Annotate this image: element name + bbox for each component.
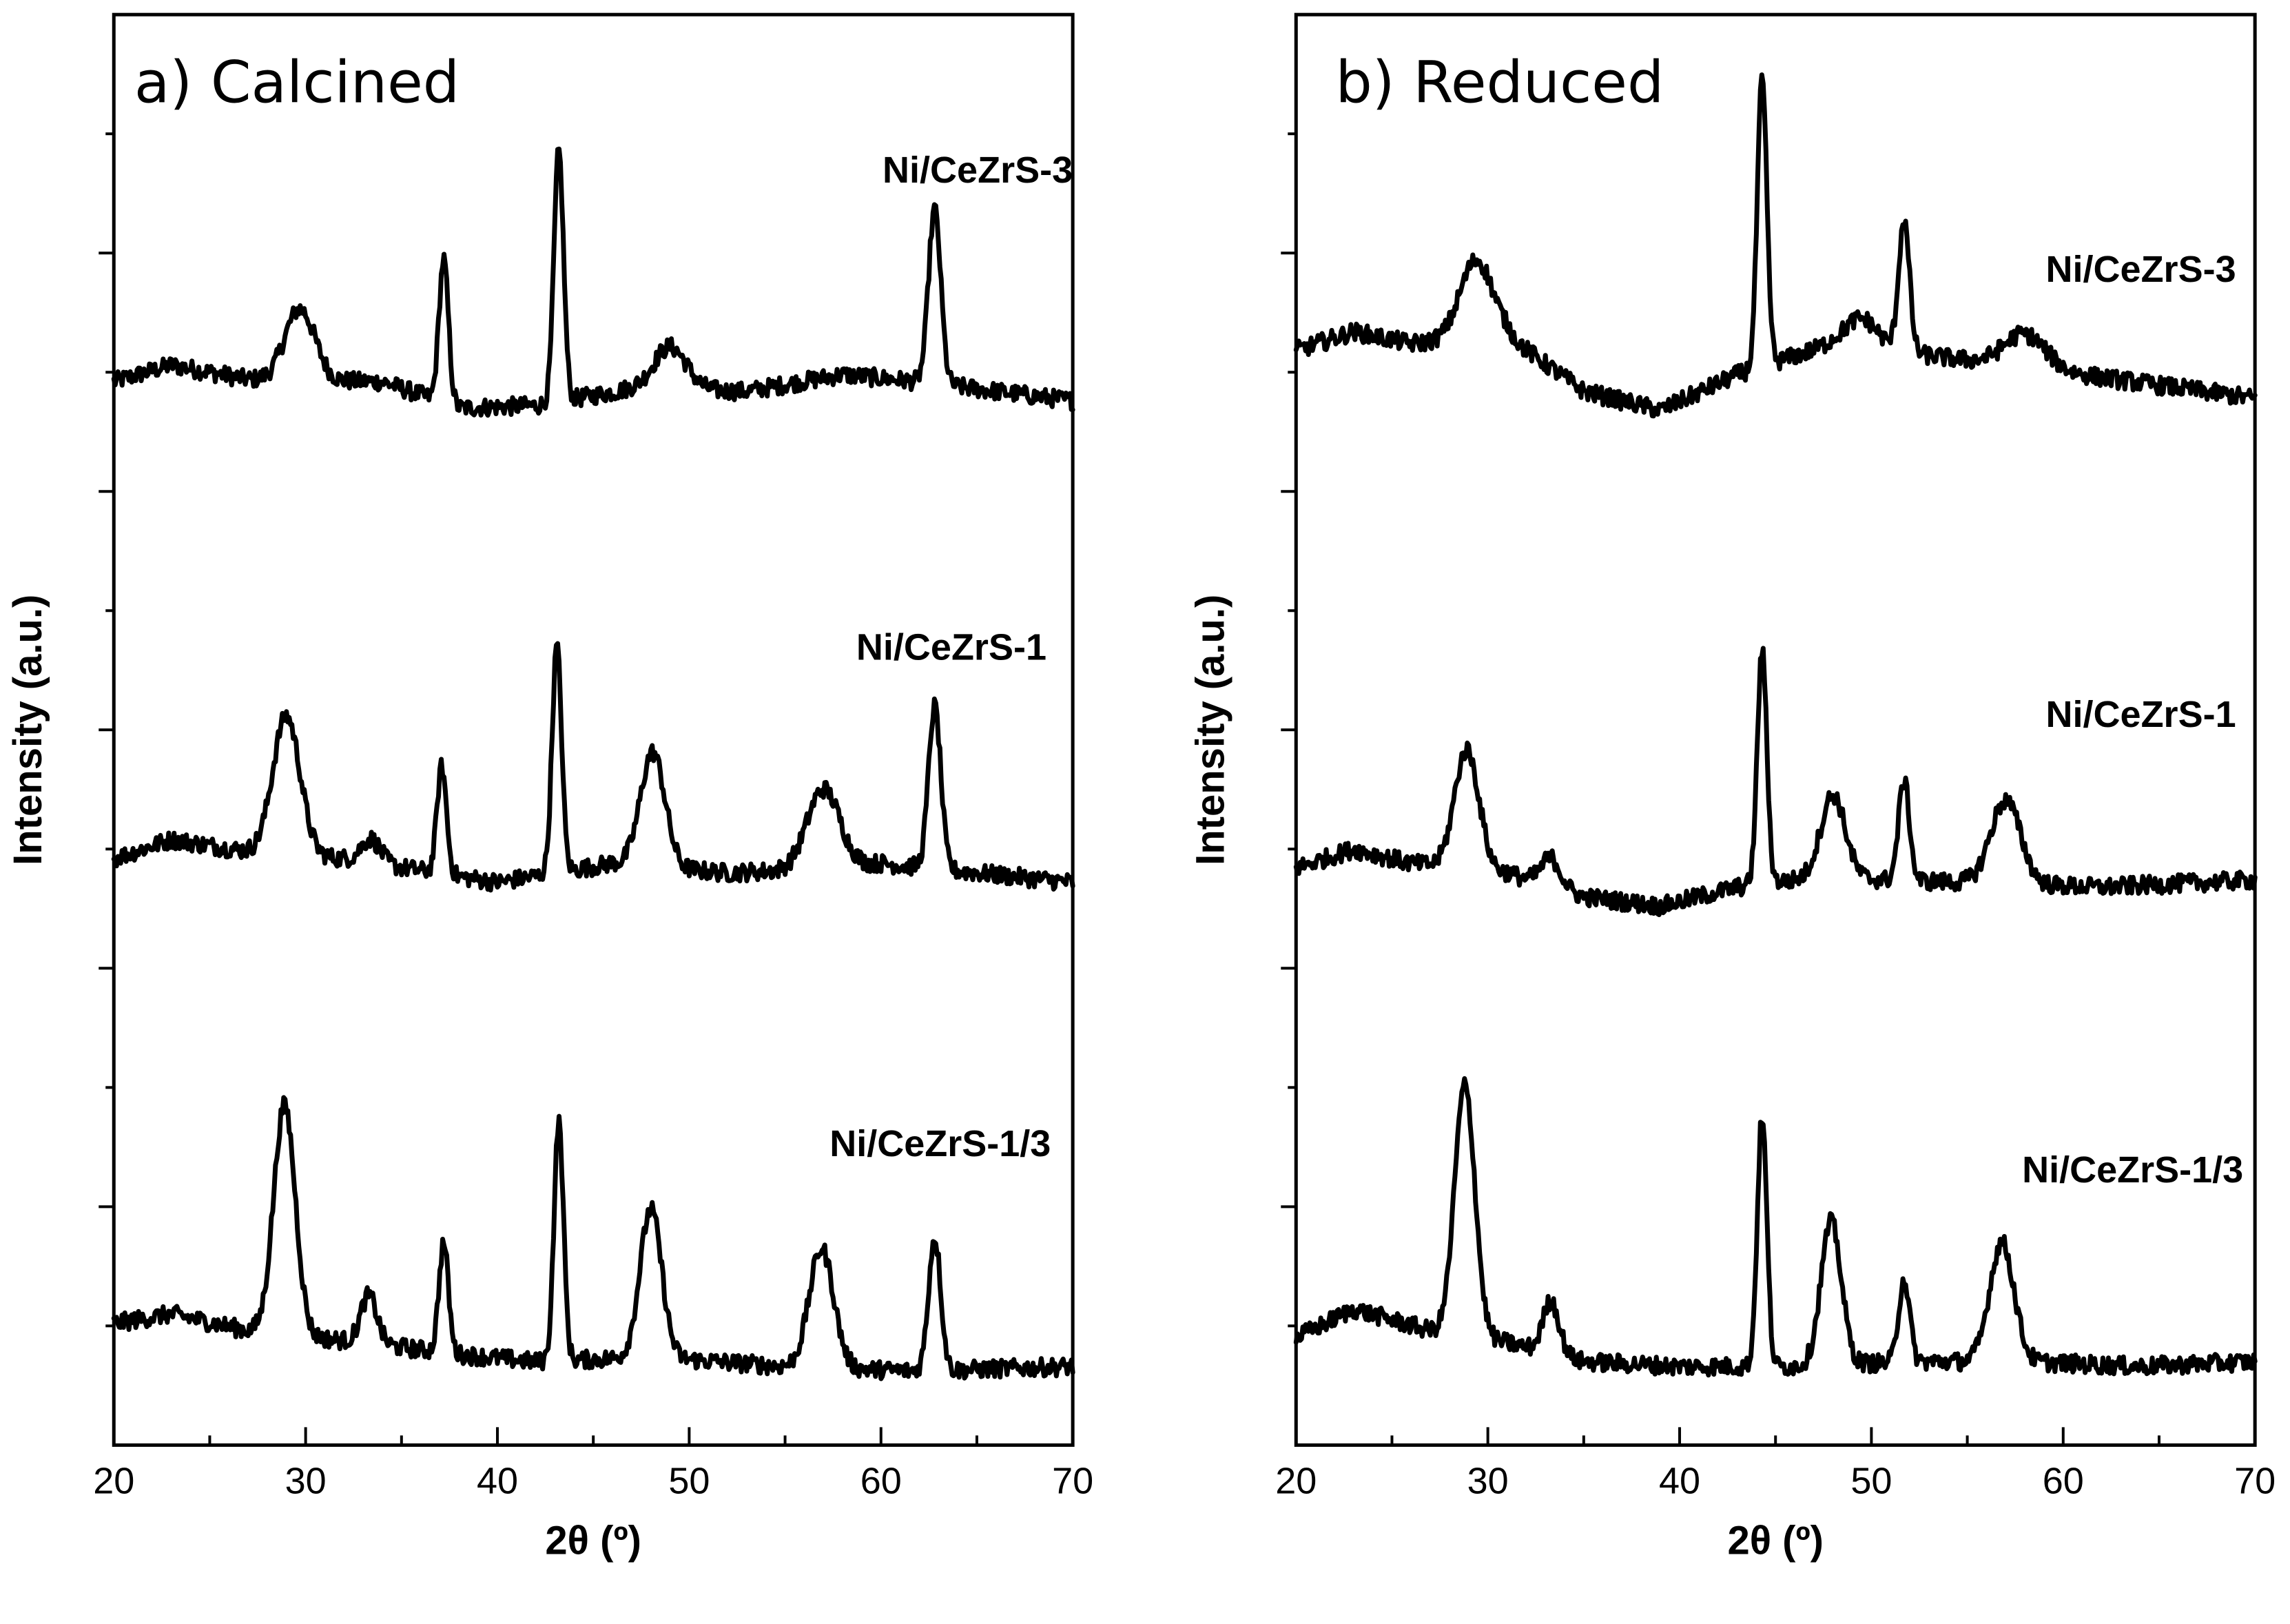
panel-reduced: 20 30 40 50 60 70 b) Reduced 2θ (º) Intensity… <box>1188 12 2276 1563</box>
x-axis-ticks: 20 30 40 50 60 70 <box>93 1427 1093 1501</box>
series-traces <box>1293 72 2258 1378</box>
series-line-ni-cezrs-1 <box>1293 646 2258 918</box>
y-axis-ticks <box>99 132 114 1328</box>
series-traces <box>111 146 1075 1381</box>
panel-calcined: 20 30 40 50 60 70 a) Calcined 2θ (º) Intensit… <box>6 12 1093 1563</box>
x-tick-label: 60 <box>860 1460 902 1501</box>
y-axis-label: Intensity (a.u.) <box>6 595 50 865</box>
x-tick-label: 60 <box>2043 1460 2084 1501</box>
y-axis-label: Intensity (a.u.) <box>1188 595 1232 865</box>
series-line-ni-cezrs-1 <box>111 641 1075 893</box>
y-axis-ticks <box>1281 132 1297 1328</box>
series-line-ni-cezrs-3 <box>1293 72 2258 419</box>
series-line-ni-cezrs-1-3 <box>1293 1076 2258 1378</box>
x-tick-label: 30 <box>285 1460 327 1501</box>
x-tick-label: 70 <box>2234 1460 2276 1501</box>
panel-title: b) Reduced <box>1335 48 1664 116</box>
x-tick-label: 30 <box>1467 1460 1509 1501</box>
series-line-ni-cezrs-1-3 <box>111 1095 1075 1381</box>
series-label-ni-cezrs-1-3: Ni/CeZrS-1/3 <box>2022 1149 2243 1191</box>
series-label-ni-cezrs-1-3: Ni/CeZrS-1/3 <box>829 1123 1051 1164</box>
panel-title: a) Calcined <box>134 48 460 116</box>
x-axis-label: 2θ (º) <box>545 1518 641 1563</box>
x-tick-label: 20 <box>1275 1460 1317 1501</box>
x-tick-label: 20 <box>93 1460 134 1501</box>
x-tick-label: 50 <box>1850 1460 1892 1501</box>
x-axis-ticks: 20 30 40 50 60 70 <box>1275 1427 2276 1501</box>
x-tick-label: 70 <box>1052 1460 1093 1501</box>
plot-frame <box>112 12 1075 1447</box>
x-tick-label: 40 <box>1659 1460 1700 1501</box>
series-label-ni-cezrs-3: Ni/CeZrS-3 <box>883 150 1073 191</box>
series-label-ni-cezrs-1: Ni/CeZrS-1 <box>2046 694 2236 735</box>
series-label-ni-cezrs-1: Ni/CeZrS-1 <box>856 627 1046 668</box>
x-axis-label: 2θ (º) <box>1727 1518 1824 1563</box>
series-label-ni-cezrs-3: Ni/CeZrS-3 <box>2046 249 2236 290</box>
x-tick-label: 40 <box>477 1460 518 1501</box>
x-tick-label: 50 <box>668 1460 710 1501</box>
series-line-ni-cezrs-3 <box>111 146 1075 418</box>
